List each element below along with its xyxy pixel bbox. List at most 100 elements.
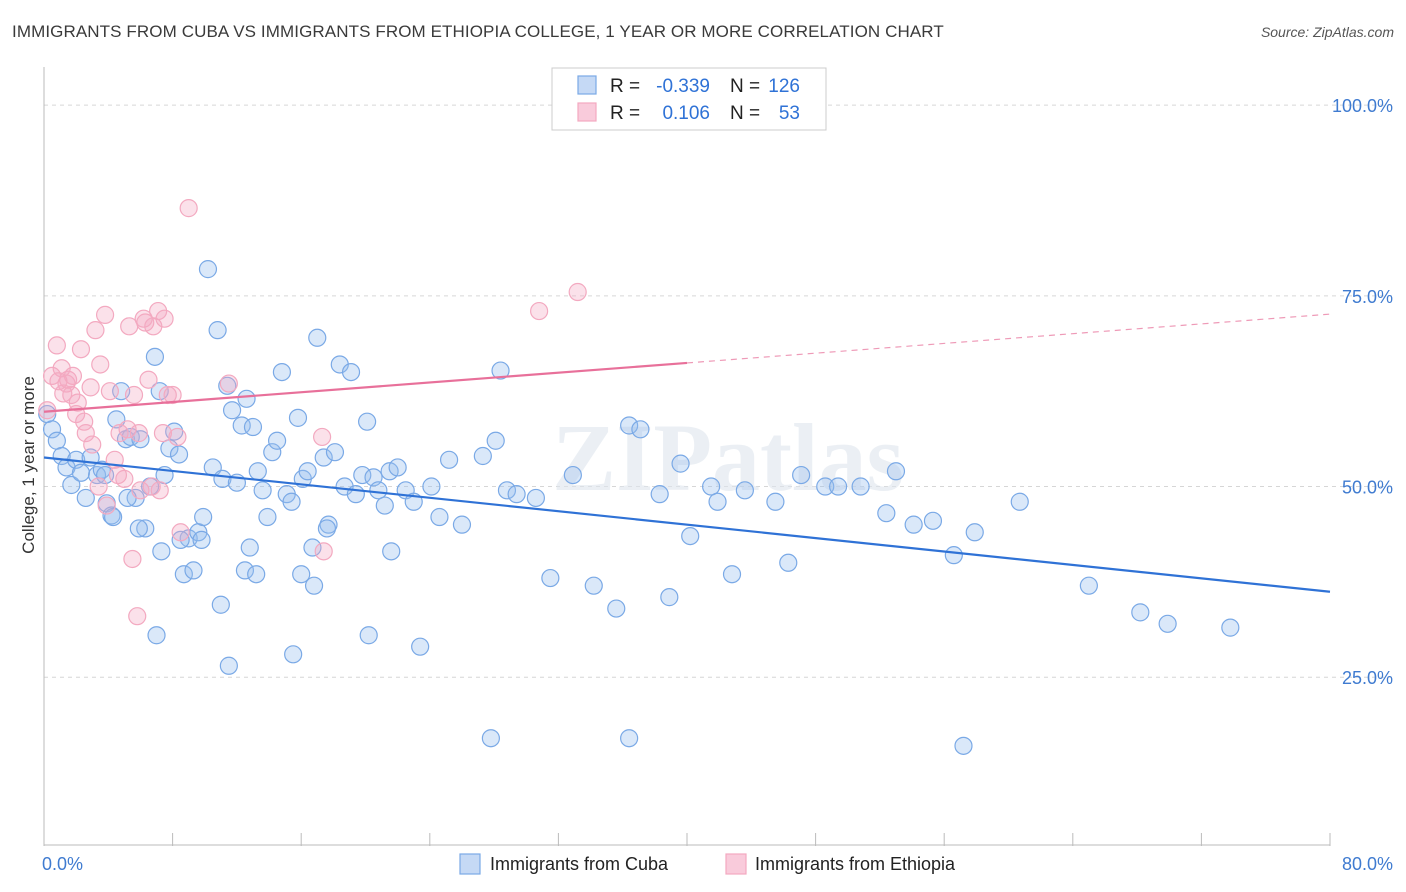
- point-cuba: [267, 431, 287, 450]
- point-cuba: [1131, 603, 1150, 622]
- point-cuba: [965, 523, 984, 542]
- point-cuba: [346, 485, 365, 504]
- point-ethiopia: [139, 370, 158, 389]
- point-cuba: [411, 637, 430, 656]
- point-cuba: [62, 475, 81, 495]
- point-ethiopia: [71, 340, 91, 359]
- point-cuba: [620, 729, 639, 748]
- legend-swatch-ethiopia: [725, 853, 747, 875]
- point-cuba: [222, 401, 242, 420]
- point-cuba: [507, 485, 526, 504]
- point-cuba: [829, 477, 848, 496]
- point-cuba: [253, 481, 272, 500]
- point-cuba: [292, 565, 311, 584]
- point-ethiopia: [149, 301, 168, 321]
- y-tick-label: 25.0%: [1342, 668, 1393, 688]
- point-cuba: [1010, 492, 1029, 511]
- point-cuba: [288, 408, 308, 427]
- point-ethiopia: [136, 313, 155, 332]
- point-ethiopia: [89, 477, 108, 496]
- point-cuba: [184, 561, 203, 580]
- point-ethiopia: [83, 435, 102, 454]
- legend-n-value: 53: [779, 103, 800, 124]
- point-cuba: [147, 626, 166, 645]
- chart-source: Source: ZipAtlas.com: [1260, 24, 1394, 40]
- point-cuba: [237, 389, 256, 408]
- point-cuba: [486, 431, 505, 450]
- point-cuba: [174, 565, 193, 584]
- point-ethiopia: [314, 542, 333, 561]
- point-ethiopia: [91, 355, 110, 374]
- point-cuba: [954, 736, 973, 755]
- watermark: ZIPatlas: [552, 404, 904, 511]
- point-ethiopia: [49, 372, 68, 391]
- point-ethiopia: [76, 424, 95, 443]
- point-cuba: [247, 565, 266, 584]
- point-cuba: [258, 507, 277, 527]
- point-cuba: [136, 519, 155, 538]
- point-cuba: [631, 420, 650, 439]
- point-cuba: [473, 446, 492, 466]
- bottom-legend: Immigrants from Cuba Immigrants from Eth…: [459, 853, 956, 875]
- point-ethiopia: [97, 496, 116, 515]
- point-cuba: [650, 485, 669, 504]
- point-ethiopia: [86, 321, 105, 340]
- point-ethiopia: [100, 382, 120, 401]
- point-ethiopia: [81, 378, 100, 397]
- trend-line-ethiopia: [43, 361, 688, 413]
- point-cuba: [439, 450, 459, 469]
- point-cuba: [452, 515, 472, 534]
- point-cuba: [1221, 618, 1240, 637]
- point-ethiopia: [75, 412, 94, 431]
- point-cuba: [660, 588, 679, 607]
- y-tick-label: 100.0%: [1332, 96, 1393, 116]
- point-cuba: [303, 538, 322, 557]
- legend-r-value: 0.106: [662, 103, 710, 124]
- point-cuba: [944, 546, 963, 565]
- point-cuba: [1158, 614, 1177, 633]
- point-ethiopia: [95, 305, 115, 324]
- point-cuba: [541, 568, 560, 588]
- point-ethiopia: [118, 420, 137, 439]
- series-cuba-points: [38, 260, 1240, 755]
- legend-swatch-ethiopia: [577, 102, 597, 122]
- point-ethiopia: [168, 427, 187, 447]
- point-cuba: [722, 565, 742, 584]
- point-cuba: [71, 463, 91, 482]
- point-cuba: [131, 430, 150, 449]
- legend-swatch-cuba: [459, 853, 481, 875]
- point-cuba: [851, 477, 870, 496]
- point-cuba: [42, 420, 62, 439]
- point-cuba: [708, 492, 727, 511]
- point-cuba: [272, 362, 292, 382]
- point-ethiopia: [153, 424, 173, 443]
- point-ethiopia: [219, 374, 238, 393]
- point-cuba: [358, 412, 377, 431]
- point-cuba: [735, 481, 754, 500]
- point-cuba: [481, 729, 500, 748]
- point-cuba: [208, 321, 227, 340]
- legend-n-value: 126: [768, 76, 800, 97]
- point-cuba: [263, 443, 282, 462]
- point-cuba: [779, 553, 798, 572]
- point-cuba: [248, 462, 267, 481]
- trend-line-cuba: [43, 456, 1331, 593]
- legend-n-label: N =: [730, 76, 760, 97]
- point-cuba: [430, 507, 449, 527]
- point-cuba: [194, 507, 213, 527]
- point-cuba: [607, 599, 626, 618]
- axes: [43, 67, 1331, 846]
- point-cuba: [620, 416, 639, 435]
- point-ethiopia: [128, 607, 147, 626]
- point-cuba: [1079, 576, 1098, 595]
- point-cuba: [816, 477, 835, 496]
- point-cuba: [308, 328, 327, 347]
- point-ethiopia: [124, 385, 144, 405]
- tick-labels: 25.0% 50.0% 75.0% 100.0% 0.0% 80.0%: [42, 96, 1393, 874]
- series-ethiopia-points: [38, 199, 587, 626]
- y-axis-label: College, 1 year or more: [19, 376, 38, 554]
- point-cuba: [563, 465, 582, 485]
- point-cuba: [317, 519, 337, 538]
- point-cuba: [877, 504, 896, 523]
- point-cuba: [145, 347, 165, 366]
